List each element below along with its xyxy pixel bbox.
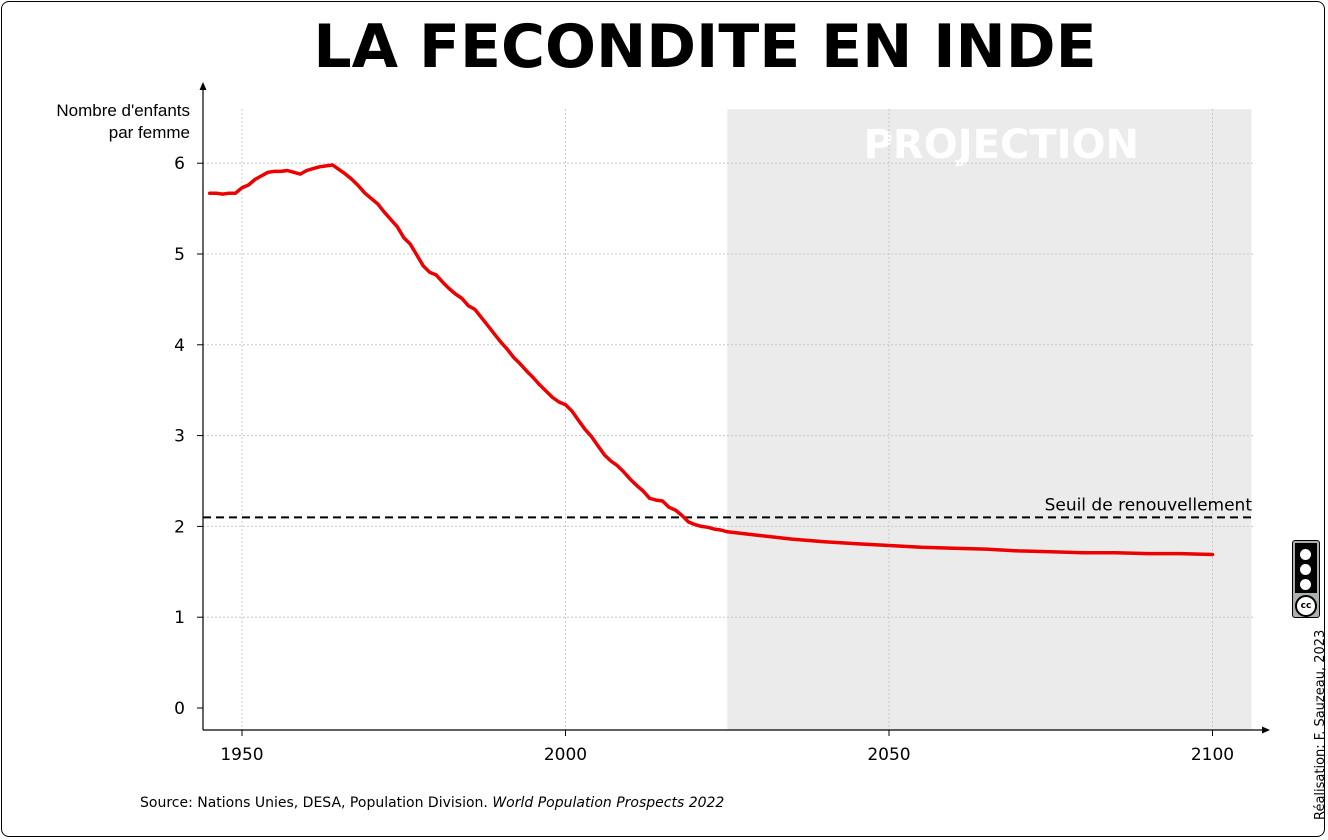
axes — [199, 82, 1270, 734]
series-line-fertility — [207, 163, 1215, 557]
license-icon-band — [1295, 543, 1317, 593]
threshold-label: Seuil de renouvellement — [1045, 495, 1253, 515]
chart-title: LA FECONDITE EN INDE — [313, 12, 1097, 82]
source-note: Source: Nations Unies, DESA, Population … — [140, 795, 724, 811]
y-tick-label: 1 — [174, 608, 185, 628]
x-tick-label: 2050 — [867, 745, 910, 765]
y-tick-label: 6 — [174, 154, 185, 174]
y-tick-label: 0 — [174, 699, 185, 719]
x-tick-label: 1950 — [220, 745, 263, 765]
source-prefix: Source: Nations Unies, DESA, Population … — [140, 795, 488, 811]
nc-icon — [1299, 563, 1312, 576]
y-tick-label: 2 — [174, 517, 185, 537]
by-icon — [1299, 578, 1312, 591]
y-axis-arrow — [199, 82, 207, 90]
source-title: World Population Prospects 2022 — [492, 795, 725, 811]
sa-icon — [1299, 548, 1312, 561]
y-tick-label: 3 — [174, 427, 185, 447]
y-tick-label: 4 — [174, 336, 185, 356]
projection-region — [727, 109, 1252, 730]
y-ticks: 0 1 2 3 4 5 6 — [174, 154, 203, 719]
y-axis-label-line1: Nombre d'enfants — [56, 101, 190, 120]
x-tick-label: 2000 — [544, 745, 587, 765]
y-axis-label: Nombre d'enfants par femme — [56, 100, 190, 144]
y-axis-label-line2: par femme — [108, 123, 190, 142]
y-tick-label: 5 — [174, 245, 185, 265]
x-ticks: 1950 2000 2050 2100 — [220, 730, 1234, 765]
x-axis-arrow — [1262, 726, 1270, 734]
grid-lines — [203, 109, 1254, 730]
cc-icon: cc — [1295, 595, 1317, 617]
credit-text: Réalisation: F. Sauzeau, 2023 — [1313, 629, 1328, 820]
projection-label: PROJECTION — [864, 122, 1139, 168]
cc-by-nc-sa-icon: cc — [1292, 540, 1320, 618]
x-tick-label: 2100 — [1191, 745, 1234, 765]
